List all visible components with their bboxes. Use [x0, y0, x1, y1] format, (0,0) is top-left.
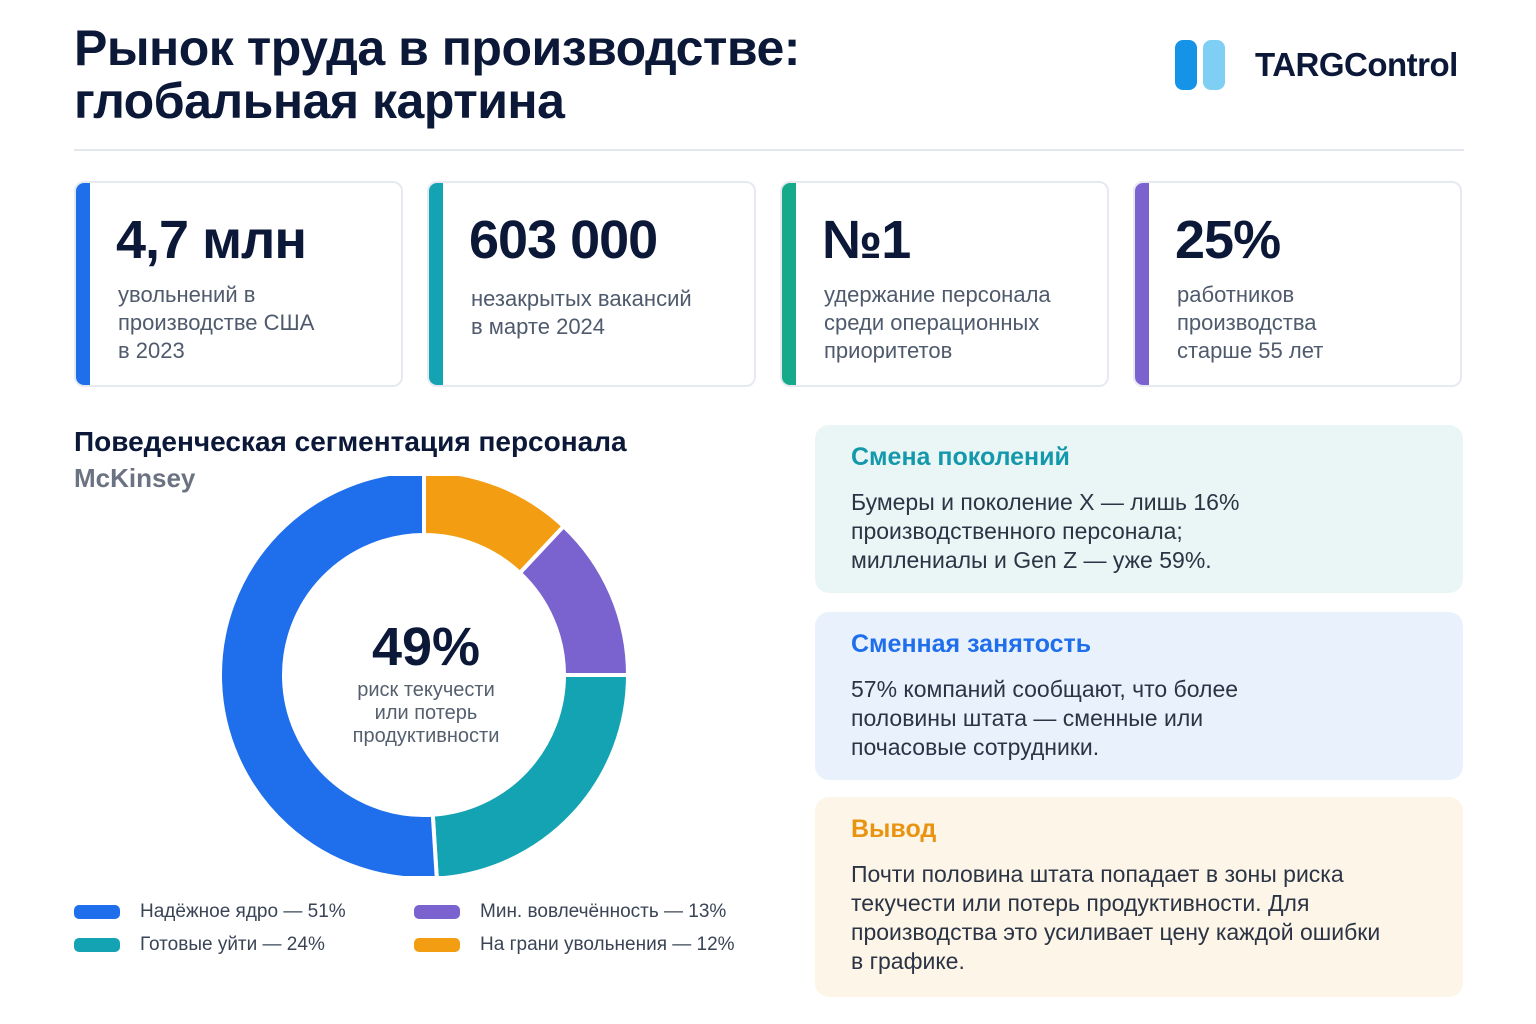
- legend-item-ready-to-leave: Готовые уйти — 24%: [74, 934, 325, 956]
- donut-chart: [217, 476, 631, 876]
- stat-label: работников производства старше 55 лет: [1177, 281, 1447, 365]
- legend-item-min-engagement: Мин. вовлечённость — 13%: [414, 901, 726, 923]
- info-card-body: Почти половина штата попадает в зоны рис…: [851, 860, 1427, 976]
- stat-card-layoffs: 4,7 млн увольнений в производстве США в …: [74, 181, 403, 387]
- legend-swatch: [414, 938, 460, 952]
- stat-label-line: старше 55 лет: [1177, 338, 1324, 363]
- legend-swatch: [414, 905, 460, 919]
- stat-value: 25%: [1175, 210, 1281, 270]
- stat-label-line: работников: [1177, 282, 1295, 307]
- donut-center-value: 49%: [371, 617, 481, 677]
- info-card-line: производства это усиливает цену каждой о…: [851, 919, 1381, 945]
- legend-label: Мин. вовлечённость — 13%: [480, 901, 727, 922]
- chart-source: McKinsey: [74, 463, 196, 493]
- page-title: Рынок труда в производстве: глобальная к…: [74, 22, 800, 128]
- donut-slice-core: [217, 476, 439, 876]
- info-card-line: Почти половина штата попадает в зоны рис…: [851, 861, 1344, 887]
- stat-label-line: производства: [1177, 310, 1317, 335]
- brand-logo: TARGControl: [1175, 40, 1458, 90]
- stat-value: 603 000: [469, 210, 658, 270]
- stat-label: удержание персонала среди операционных п…: [824, 281, 1094, 365]
- stat-label-line: в марте 2024: [471, 314, 606, 339]
- info-card-title: Сменная занятость: [851, 630, 1092, 658]
- legend-item-on-edge: На грани увольнения — 12%: [414, 934, 735, 956]
- stat-accent-bar: [1135, 183, 1149, 385]
- stat-value: №1: [822, 210, 911, 270]
- logo-bar-light: [1203, 40, 1225, 90]
- stat-value: 4,7 млн: [116, 210, 307, 270]
- logo-text: TARGControl: [1255, 46, 1458, 83]
- donut-center-label-line: риск текучести: [357, 679, 495, 701]
- info-card-line: половины штата — сменные или: [851, 705, 1204, 731]
- stat-label-line: в 2023: [118, 338, 185, 363]
- info-card-body: 57% компаний сообщают, что более половин…: [851, 675, 1427, 762]
- logo-bar-dark: [1175, 40, 1197, 90]
- info-card-line: в графике.: [851, 948, 965, 974]
- stat-card-vacancies: 603 000 незакрытых вакансий в марте 2024: [427, 181, 756, 387]
- stat-label-line: удержание персонала: [824, 282, 1051, 307]
- stat-label-line: среди операционных: [824, 310, 1040, 335]
- info-card-line: 57% компаний сообщают, что более: [851, 676, 1239, 702]
- info-card-line: почасовые сотрудники.: [851, 734, 1100, 760]
- donut-center-label: риск текучести или потерь продуктивности: [306, 679, 546, 748]
- stat-card-age: 25% работников производства старше 55 ле…: [1133, 181, 1462, 387]
- info-card-line: Бумеры и поколение X — лишь 16%: [851, 489, 1240, 515]
- info-card-shift-work: Сменная занятость 57% компаний сообщают,…: [815, 612, 1463, 780]
- legend-label: На грани увольнения — 12%: [480, 934, 735, 955]
- info-card-conclusion: Вывод Почти половина штата попадает в зо…: [815, 797, 1463, 997]
- donut-center-label-line: продуктивности: [352, 725, 500, 747]
- legend-label: Готовые уйти — 24%: [140, 934, 325, 955]
- stat-label-line: увольнений в: [118, 282, 256, 307]
- page-title-line-1: Рынок труда в производстве:: [74, 20, 800, 76]
- stat-accent-bar: [429, 183, 443, 385]
- info-card-body: Бумеры и поколение X — лишь 16% производ…: [851, 488, 1427, 575]
- info-card-title: Смена поколений: [851, 443, 1070, 471]
- info-card-line: миллениалы и Gen Z — уже 59%.: [851, 547, 1212, 573]
- page-title-line-2: глобальная картина: [74, 73, 565, 129]
- logo-mark-icon: [1175, 40, 1225, 90]
- info-card-line: текучести или потерь продуктивности. Для: [851, 890, 1310, 916]
- header-divider: [74, 149, 1464, 151]
- legend-swatch: [74, 905, 120, 919]
- stat-accent-bar: [782, 183, 796, 385]
- stat-card-retention: №1 удержание персонала среди операционны…: [780, 181, 1109, 387]
- stat-label: незакрытых вакансий в марте 2024: [471, 285, 741, 341]
- info-card-generations: Смена поколений Бумеры и поколение X — л…: [815, 425, 1463, 593]
- stat-accent-bar: [76, 183, 90, 385]
- stat-label-line: незакрытых вакансий: [471, 286, 692, 311]
- legend-swatch: [74, 938, 120, 952]
- info-card-line: производственного персонала;: [851, 518, 1183, 544]
- stat-label-line: производстве США: [118, 310, 315, 335]
- donut-slice-ready-to-leave: [430, 673, 631, 876]
- stat-label-line: приоритетов: [824, 338, 953, 363]
- chart-title: Поведенческая сегментация персонала: [74, 426, 627, 457]
- legend-item-core: Надёжное ядро — 51%: [74, 901, 346, 923]
- legend-label: Надёжное ядро — 51%: [140, 901, 346, 922]
- stat-label: увольнений в производстве США в 2023: [118, 281, 388, 365]
- info-card-title: Вывод: [851, 815, 937, 843]
- donut-center-label-line: или потерь: [374, 702, 478, 724]
